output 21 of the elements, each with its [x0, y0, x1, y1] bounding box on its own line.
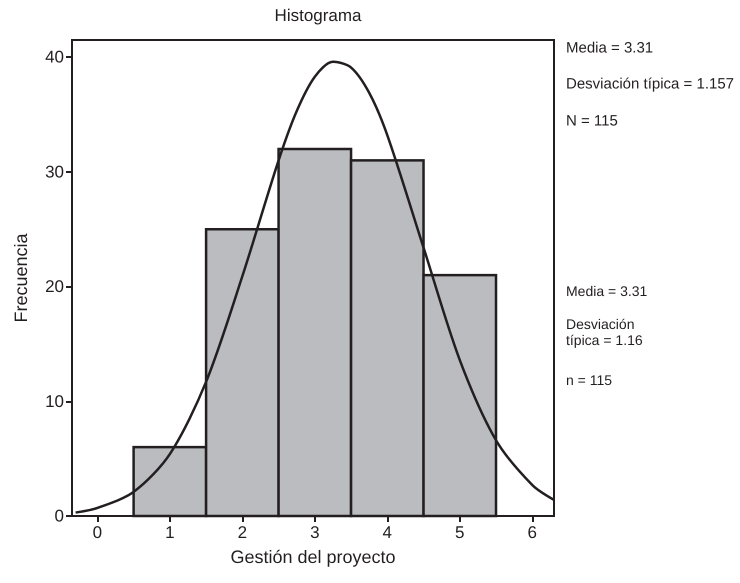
- y-tick-label: 10: [45, 392, 64, 411]
- x-tick-label: 4: [382, 523, 392, 542]
- y-tick-label: 40: [45, 48, 64, 67]
- chart-title: Histograma: [274, 6, 362, 25]
- y-tick-label: 0: [54, 506, 64, 526]
- x-axis-title: Gestión del proyecto: [230, 547, 396, 567]
- x-tick-label: 5: [455, 523, 465, 542]
- text: Desviación típica = 1.157: [566, 76, 734, 92]
- text: Media = 3.31: [566, 40, 654, 56]
- text: Desviación típica = 1.16: [566, 316, 643, 348]
- x-tick-label: 2: [238, 523, 248, 542]
- x-tick-label: 3: [310, 523, 320, 542]
- y-axis-title: Frecuencia: [11, 232, 31, 323]
- text: n = 115: [566, 372, 612, 388]
- x-tick-label: 6: [528, 523, 537, 542]
- text: N = 115: [566, 112, 618, 130]
- text: Media = 3.31: [566, 283, 648, 299]
- y-tick-label: 30: [45, 162, 64, 182]
- x-tick-label: 1: [165, 523, 175, 542]
- y-tick-label: 20: [45, 277, 64, 296]
- x-tick-label: 0: [92, 523, 102, 542]
